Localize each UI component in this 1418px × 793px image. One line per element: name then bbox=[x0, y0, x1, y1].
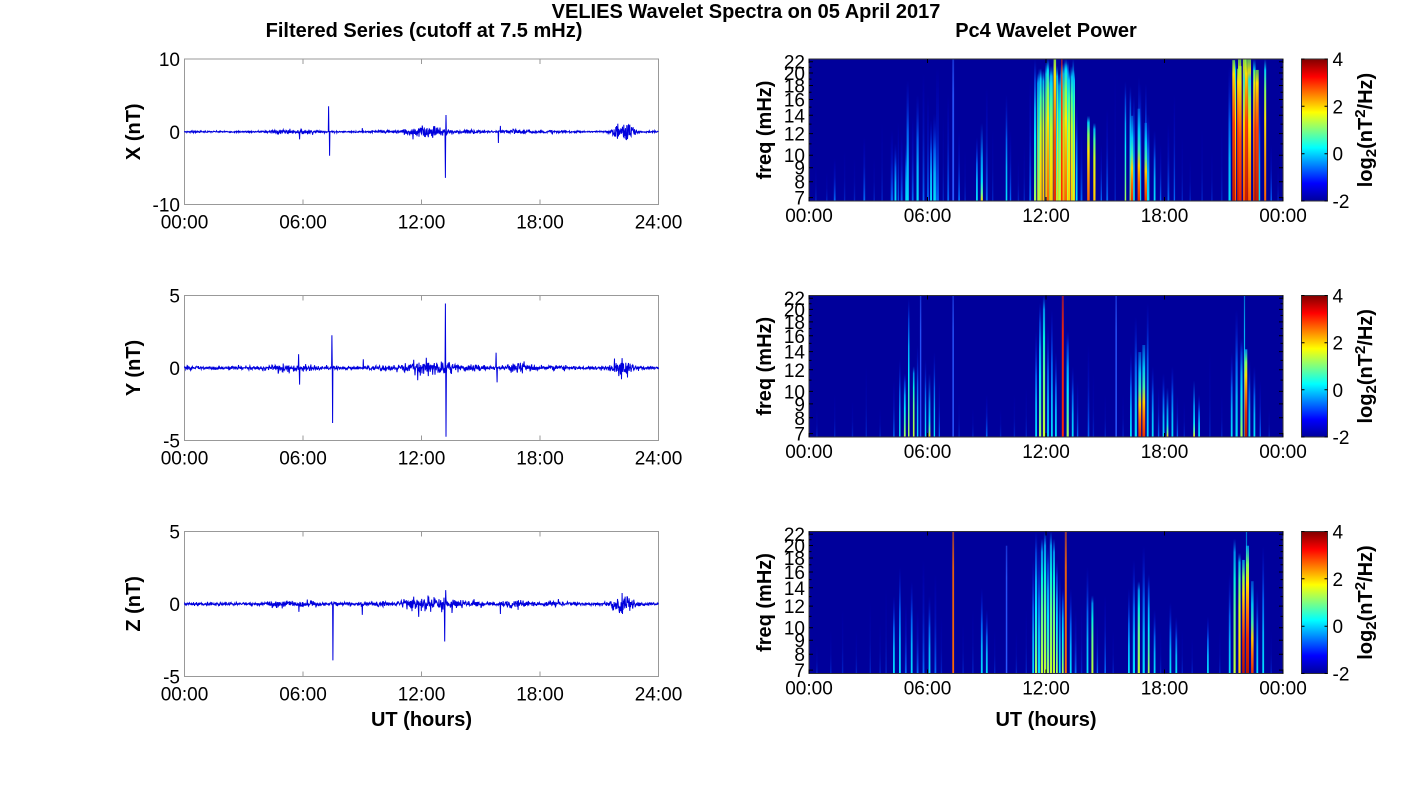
svg-text:24:00: 24:00 bbox=[635, 448, 683, 469]
svg-text:14: 14 bbox=[784, 106, 806, 127]
svg-text:00:00: 00:00 bbox=[785, 679, 833, 700]
svg-text:freq (mHz): freq (mHz) bbox=[754, 553, 776, 652]
svg-text:00:00: 00:00 bbox=[1259, 206, 1307, 227]
svg-text:10: 10 bbox=[784, 146, 805, 167]
svg-text:18:00: 18:00 bbox=[516, 213, 564, 234]
svg-text:10: 10 bbox=[159, 50, 180, 71]
svg-text:18:00: 18:00 bbox=[1141, 679, 1189, 700]
svg-text:log2(nT2/Hz): log2(nT2/Hz) bbox=[1352, 73, 1380, 187]
svg-text:0: 0 bbox=[169, 359, 180, 380]
svg-text:18: 18 bbox=[784, 549, 805, 570]
svg-text:06:00: 06:00 bbox=[904, 679, 952, 700]
svg-text:16: 16 bbox=[784, 327, 805, 348]
svg-text:00:00: 00:00 bbox=[785, 206, 833, 227]
svg-text:12:00: 12:00 bbox=[398, 448, 446, 469]
svg-text:12:00: 12:00 bbox=[398, 684, 446, 705]
svg-text:8: 8 bbox=[794, 173, 805, 194]
svg-text:22: 22 bbox=[784, 525, 805, 546]
svg-text:-2: -2 bbox=[1333, 192, 1350, 213]
svg-text:7: 7 bbox=[794, 189, 805, 210]
svg-text:8: 8 bbox=[794, 409, 805, 430]
svg-text:00:00: 00:00 bbox=[161, 684, 209, 705]
svg-text:06:00: 06:00 bbox=[279, 448, 327, 469]
svg-text:12:00: 12:00 bbox=[1022, 442, 1070, 463]
svg-text:Y (nT): Y (nT) bbox=[123, 340, 145, 396]
svg-text:2: 2 bbox=[1333, 97, 1344, 118]
svg-text:Pc4 Wavelet Power: Pc4 Wavelet Power bbox=[955, 20, 1137, 42]
svg-text:14: 14 bbox=[784, 343, 806, 364]
svg-text:18:00: 18:00 bbox=[1141, 442, 1189, 463]
svg-text:16: 16 bbox=[784, 563, 805, 584]
svg-text:0: 0 bbox=[1333, 145, 1344, 166]
svg-text:7: 7 bbox=[794, 661, 805, 682]
svg-text:UT (hours): UT (hours) bbox=[371, 709, 472, 731]
svg-text:X (nT): X (nT) bbox=[123, 103, 145, 160]
svg-text:2: 2 bbox=[1333, 570, 1344, 591]
svg-text:12:00: 12:00 bbox=[398, 213, 446, 234]
svg-text:0: 0 bbox=[1333, 617, 1344, 638]
svg-text:00:00: 00:00 bbox=[1259, 442, 1307, 463]
svg-text:9: 9 bbox=[794, 159, 805, 180]
svg-text:24:00: 24:00 bbox=[635, 213, 683, 234]
svg-text:00:00: 00:00 bbox=[1259, 679, 1307, 700]
svg-text:4: 4 bbox=[1333, 50, 1344, 71]
svg-text:00:00: 00:00 bbox=[785, 442, 833, 463]
svg-text:18: 18 bbox=[784, 76, 805, 97]
svg-text:log2(nT2/Hz): log2(nT2/Hz) bbox=[1352, 545, 1380, 659]
svg-text:7: 7 bbox=[794, 425, 805, 446]
svg-text:10: 10 bbox=[784, 619, 805, 640]
svg-text:9: 9 bbox=[794, 395, 805, 416]
svg-text:12: 12 bbox=[784, 125, 805, 146]
svg-text:9: 9 bbox=[794, 631, 805, 652]
svg-text:4: 4 bbox=[1333, 287, 1344, 308]
svg-text:8: 8 bbox=[794, 645, 805, 666]
svg-text:VELIES Wavelet Spectra on 05 A: VELIES Wavelet Spectra on 05 April 2017 bbox=[552, 1, 941, 23]
svg-text:12:00: 12:00 bbox=[1022, 206, 1070, 227]
svg-text:06:00: 06:00 bbox=[279, 213, 327, 234]
svg-text:20: 20 bbox=[784, 536, 805, 557]
svg-text:14: 14 bbox=[784, 579, 806, 600]
svg-text:10: 10 bbox=[784, 382, 805, 403]
svg-text:freq (mHz): freq (mHz) bbox=[754, 317, 776, 416]
svg-text:2: 2 bbox=[1333, 334, 1344, 355]
svg-text:-10: -10 bbox=[153, 196, 180, 217]
svg-text:22: 22 bbox=[784, 289, 805, 310]
svg-text:22: 22 bbox=[784, 53, 805, 74]
svg-text:12:00: 12:00 bbox=[1022, 679, 1070, 700]
svg-text:-5: -5 bbox=[163, 667, 180, 688]
svg-text:20: 20 bbox=[784, 300, 805, 321]
svg-text:20: 20 bbox=[784, 64, 805, 85]
svg-text:freq (mHz): freq (mHz) bbox=[754, 81, 776, 180]
svg-text:Z (nT): Z (nT) bbox=[123, 576, 145, 632]
svg-text:18: 18 bbox=[784, 313, 805, 334]
svg-text:Filtered Series (cutoff at 7.5: Filtered Series (cutoff at 7.5 mHz) bbox=[266, 20, 583, 42]
svg-text:-2: -2 bbox=[1333, 428, 1350, 449]
svg-text:06:00: 06:00 bbox=[279, 684, 327, 705]
svg-text:12: 12 bbox=[784, 597, 805, 618]
svg-text:log2(nT2/Hz): log2(nT2/Hz) bbox=[1352, 309, 1380, 423]
svg-text:5: 5 bbox=[169, 523, 180, 544]
svg-text:00:00: 00:00 bbox=[161, 213, 209, 234]
svg-text:18:00: 18:00 bbox=[516, 684, 564, 705]
svg-text:24:00: 24:00 bbox=[635, 684, 683, 705]
svg-text:16: 16 bbox=[784, 90, 805, 111]
svg-text:18:00: 18:00 bbox=[1141, 206, 1189, 227]
svg-text:-2: -2 bbox=[1333, 665, 1350, 686]
svg-text:UT (hours): UT (hours) bbox=[995, 709, 1096, 731]
svg-text:0: 0 bbox=[1333, 381, 1344, 402]
svg-text:0: 0 bbox=[169, 595, 180, 616]
svg-text:4: 4 bbox=[1333, 523, 1344, 544]
svg-text:0: 0 bbox=[169, 123, 180, 144]
svg-text:18:00: 18:00 bbox=[516, 448, 564, 469]
svg-text:12: 12 bbox=[784, 361, 805, 382]
svg-text:5: 5 bbox=[169, 287, 180, 308]
svg-text:06:00: 06:00 bbox=[904, 206, 952, 227]
svg-text:-5: -5 bbox=[163, 431, 180, 452]
svg-text:00:00: 00:00 bbox=[161, 448, 209, 469]
svg-text:06:00: 06:00 bbox=[904, 442, 952, 463]
